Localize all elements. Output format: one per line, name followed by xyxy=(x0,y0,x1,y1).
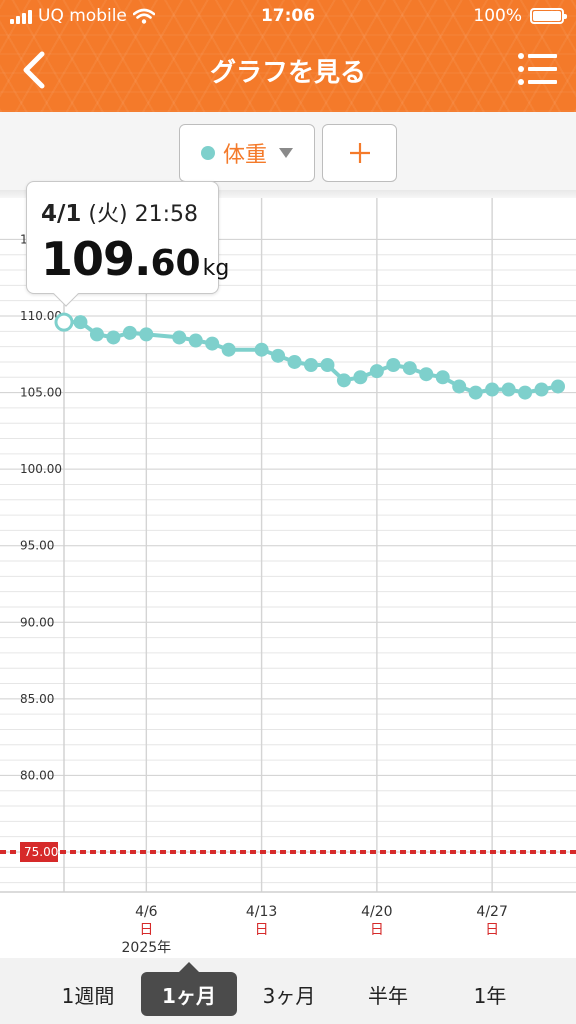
metric-label: 体重 xyxy=(222,143,267,168)
data-point xyxy=(304,358,318,373)
tooltip-value: 109.60kg xyxy=(41,232,229,286)
selector-area: 体重 xyxy=(0,112,576,190)
caret-down-icon xyxy=(279,148,293,158)
tab-1-year[interactable]: 1年 xyxy=(473,983,507,1008)
target-label-badge xyxy=(20,842,58,862)
y-tick-label: 100.00 xyxy=(20,462,62,476)
carrier-name: UQ mobile xyxy=(38,6,127,26)
add-metric-button[interactable] xyxy=(322,124,397,182)
page-title: グラフを見る xyxy=(209,58,366,88)
data-point xyxy=(205,336,220,351)
battery-fill xyxy=(533,11,561,21)
y-tick-label: 90.00 xyxy=(20,615,54,629)
y-tick-label: 105.00 xyxy=(20,386,62,400)
tab-half-year[interactable]: 半年 xyxy=(368,983,408,1008)
data-point xyxy=(534,382,549,397)
nav-bar: グラフを見る xyxy=(0,34,576,106)
data-point xyxy=(501,382,516,397)
data-point xyxy=(452,379,467,394)
data-point xyxy=(518,385,533,400)
status-left: UQ mobile xyxy=(10,6,155,26)
tab-1-week[interactable]: 1週間 xyxy=(61,983,115,1008)
target-label: 75.00 xyxy=(24,845,58,859)
data-point xyxy=(386,358,401,373)
metric-select[interactable]: 体重 xyxy=(179,124,315,182)
data-point xyxy=(188,333,203,348)
y-tick-label: 80.00 xyxy=(20,768,54,782)
data-point xyxy=(139,327,154,342)
menu-button[interactable] xyxy=(518,52,558,86)
x-tick-weekday: 日 xyxy=(255,922,269,938)
data-point xyxy=(89,327,104,342)
data-point xyxy=(221,342,236,357)
tooltip-unit: kg xyxy=(202,256,230,281)
data-point xyxy=(122,325,137,340)
data-point xyxy=(402,361,417,376)
plus-icon xyxy=(349,143,370,163)
data-tooltip: 4/1 (火) 21:58 109.60kg xyxy=(26,181,229,307)
wifi-icon xyxy=(132,8,155,24)
tooltip-date: 4/1 xyxy=(41,201,82,227)
tooltip-value-int: 109. xyxy=(41,232,151,286)
data-point xyxy=(336,373,351,388)
series-color-dot-icon xyxy=(200,146,215,160)
tooltip-weekday: (火) xyxy=(88,202,128,227)
data-point xyxy=(73,315,88,330)
y-tick-label: 110.00 xyxy=(20,309,62,323)
data-point xyxy=(254,342,269,357)
x-tick-label: 4/20 xyxy=(361,904,392,920)
data-point xyxy=(106,330,121,345)
tab-3-months[interactable]: 3ヶ月 xyxy=(262,983,316,1008)
signal-icon xyxy=(10,8,32,24)
data-point xyxy=(287,354,302,369)
year-label: 2025年 xyxy=(122,940,172,956)
tooltip-datetime: 4/1 (火) 21:58 xyxy=(41,196,198,228)
weight-line xyxy=(64,320,559,395)
data-point xyxy=(271,348,286,363)
data-point xyxy=(172,330,187,345)
x-tick-weekday: 日 xyxy=(370,922,384,938)
data-point xyxy=(419,367,434,382)
x-tick-weekday: 日 xyxy=(139,922,153,938)
data-point xyxy=(353,370,368,385)
tooltip-time: 21:58 xyxy=(134,202,198,227)
battery-icon xyxy=(530,8,567,24)
y-tick-label: 95.00 xyxy=(20,539,54,553)
y-tick-label: 85.00 xyxy=(20,692,54,706)
back-button[interactable] xyxy=(14,48,58,92)
data-point xyxy=(551,379,565,394)
chevron-left-icon xyxy=(23,51,45,89)
selector-divider xyxy=(0,190,576,198)
tooltip-value-dec: 60 xyxy=(150,243,201,284)
data-point xyxy=(369,364,384,379)
period-tab-bar: 1週間 1ヶ月 3ヶ月 半年 1年 xyxy=(0,958,576,1024)
weight-chart[interactable]: 110.00105.00100.0095.0090.0085.0080.0011… xyxy=(0,198,576,958)
status-bar: UQ mobile 17:06 100% xyxy=(0,0,576,34)
clock: 17:06 xyxy=(260,6,316,26)
x-tick-label: 4/6 xyxy=(135,904,158,920)
tab-1-month[interactable]: 1ヶ月 xyxy=(141,962,237,1016)
data-point xyxy=(435,370,450,385)
app-header: UQ mobile 17:06 100% グラフを見る xyxy=(0,0,576,112)
data-point xyxy=(485,382,500,397)
list-menu-icon xyxy=(518,53,557,85)
data-point xyxy=(320,358,335,373)
x-tick-label: 4/27 xyxy=(476,904,507,920)
selected-data-point xyxy=(54,312,74,332)
x-tick-weekday: 日 xyxy=(485,922,499,938)
status-right: 100% xyxy=(473,6,567,26)
data-point xyxy=(468,385,483,400)
x-tick-label: 4/13 xyxy=(246,904,277,920)
battery-percent: 100% xyxy=(473,6,522,26)
